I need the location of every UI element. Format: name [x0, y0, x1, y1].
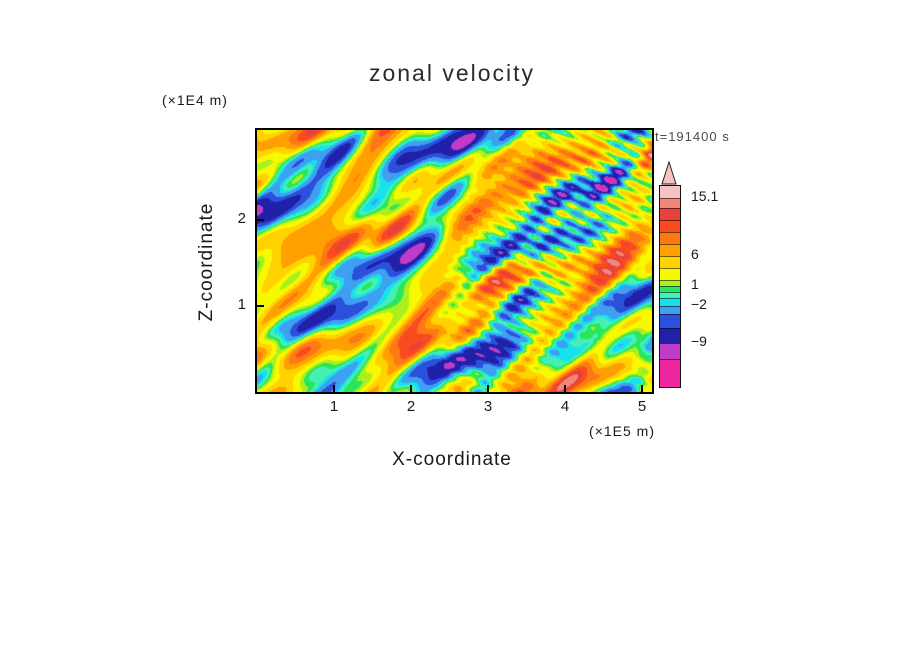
z-axis-unit-label: (×1E4 m) [162, 92, 228, 108]
x-tick-label: 2 [406, 398, 416, 415]
colorbar-segment [660, 328, 680, 343]
colorbar-segment [660, 186, 680, 198]
x-axis-title: X-coordinate [392, 449, 512, 470]
x-axis-tick [640, 385, 643, 392]
colorbar-segment [660, 208, 680, 220]
colorbar-segment [660, 256, 680, 268]
colorbar-label: −9 [691, 333, 707, 349]
colorbar-segment [660, 232, 680, 244]
colorbar-overflow-arrow-icon [661, 161, 677, 185]
colorbar-segment [660, 286, 680, 292]
plot-title: zonal velocity [368, 60, 536, 86]
x-axis-tick [409, 385, 412, 392]
z-axis-tick [257, 219, 264, 222]
colorbar-segment [660, 359, 680, 387]
z-tick-label: 2 [237, 210, 246, 228]
x-axis-tick [486, 385, 489, 392]
colorbar-segment [660, 280, 680, 286]
colorbar-label: −2 [691, 296, 707, 312]
colorbar-segment [660, 298, 680, 306]
colorbar-label: 15.1 [691, 188, 719, 204]
colorbar-segment [660, 268, 680, 280]
colorbar-segment [660, 220, 680, 232]
colorbar-segment [660, 198, 680, 208]
z-axis-title: Z-coordinate [196, 202, 217, 322]
colorbar-segment [660, 306, 680, 314]
colorbar-segment [660, 244, 680, 256]
plot-area [255, 128, 654, 394]
z-tick-label: 1 [237, 296, 246, 314]
colorbar-segments [659, 185, 681, 388]
colorbar-segment [660, 314, 680, 328]
colorbar-segment [660, 343, 680, 359]
x-tick-label: 5 [637, 398, 647, 415]
x-tick-label: 4 [560, 398, 570, 415]
x-tick-label: 1 [329, 398, 339, 415]
contour-field-canvas [257, 130, 652, 392]
colorbar: 15.1 6 1 −2 −9 [659, 161, 718, 388]
z-axis-tick [257, 305, 264, 308]
x-axis-unit-label: (×1E5 m) [589, 423, 655, 439]
time-annotation: t=191400 s [655, 129, 730, 144]
x-axis-tick [332, 385, 335, 392]
x-tick-label: 3 [483, 398, 493, 415]
colorbar-label: 1 [691, 276, 699, 292]
colorbar-segment [660, 292, 680, 298]
x-axis-tick [563, 385, 566, 392]
colorbar-label: 6 [691, 246, 699, 262]
